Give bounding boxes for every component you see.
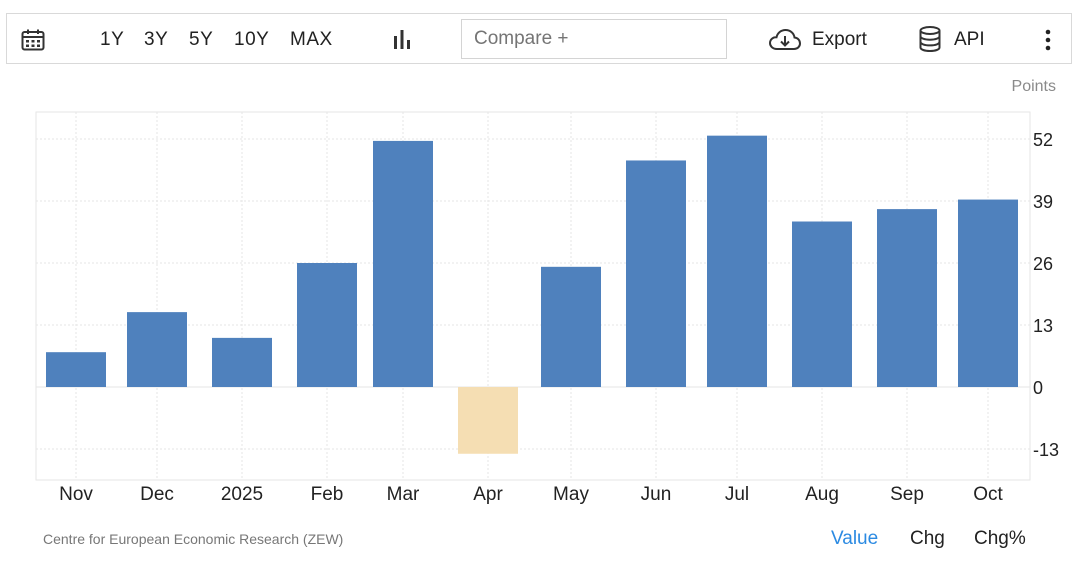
bar[interactable] bbox=[373, 140, 433, 387]
bar-chart: 52 39 26 13 0 -13 Nov Dec 2025 Feb Mar Apr May Jun Jul… bbox=[35, 111, 1059, 505]
bar[interactable] bbox=[792, 221, 852, 387]
bar[interactable] bbox=[958, 199, 1018, 387]
units-label: Points bbox=[1011, 78, 1056, 95]
plot-area bbox=[35, 111, 1031, 481]
y-tick-label: 39 bbox=[1033, 192, 1053, 212]
export-button[interactable]: Export bbox=[812, 29, 867, 50]
bar[interactable] bbox=[127, 312, 187, 387]
y-tick-label: 0 bbox=[1033, 378, 1043, 398]
kebab-menu-icon[interactable] bbox=[1041, 29, 1055, 51]
bar[interactable] bbox=[877, 209, 937, 387]
tab-value[interactable]: Value bbox=[831, 528, 879, 549]
y-tick-label: 52 bbox=[1033, 130, 1053, 150]
y-tick-label: 13 bbox=[1033, 316, 1053, 336]
bar[interactable] bbox=[707, 135, 767, 387]
tab-chg[interactable]: Chg bbox=[910, 528, 945, 549]
y-tick-label: 26 bbox=[1033, 254, 1053, 274]
tab-chg-pct[interactable]: Chg% bbox=[974, 528, 1026, 549]
x-tick-label: Apr bbox=[473, 484, 503, 505]
bar-chart-icon[interactable] bbox=[391, 28, 413, 50]
x-tick-label: Aug bbox=[805, 484, 839, 505]
chart-toolbar: 1Y 3Y 5Y 10Y MAX Export API bbox=[6, 13, 1072, 64]
api-button[interactable]: API bbox=[954, 29, 985, 50]
x-tick-label: Oct bbox=[973, 484, 1003, 505]
x-tick-label: Mar bbox=[387, 484, 420, 505]
x-tick-label: Feb bbox=[311, 484, 344, 505]
x-tick-label: Nov bbox=[59, 484, 93, 505]
range-5y-button[interactable]: 5Y bbox=[189, 29, 214, 50]
calendar-icon[interactable] bbox=[21, 29, 45, 51]
x-tick-label: May bbox=[553, 484, 589, 505]
bar[interactable] bbox=[212, 337, 272, 387]
bar[interactable] bbox=[297, 263, 357, 387]
bar[interactable] bbox=[458, 387, 518, 454]
bar[interactable] bbox=[541, 266, 601, 387]
range-1y-button[interactable]: 1Y bbox=[100, 29, 125, 50]
x-tick-label: Jun bbox=[641, 484, 672, 505]
x-tick-label: Sep bbox=[890, 484, 924, 505]
range-10y-button[interactable]: 10Y bbox=[234, 29, 270, 50]
database-icon[interactable] bbox=[919, 26, 941, 52]
cloud-download-icon[interactable] bbox=[769, 28, 801, 52]
x-tick-label: Jul bbox=[725, 484, 749, 505]
x-tick-label: 2025 bbox=[221, 484, 263, 505]
source-label: Centre for European Economic Research (Z… bbox=[43, 531, 344, 547]
range-3y-button[interactable]: 3Y bbox=[144, 29, 169, 50]
x-tick-label: Dec bbox=[140, 484, 174, 505]
compare-input[interactable] bbox=[461, 19, 727, 59]
range-max-button[interactable]: MAX bbox=[290, 29, 333, 50]
bar[interactable] bbox=[46, 352, 106, 387]
y-tick-label: -13 bbox=[1033, 440, 1059, 460]
bar[interactable] bbox=[626, 160, 686, 387]
